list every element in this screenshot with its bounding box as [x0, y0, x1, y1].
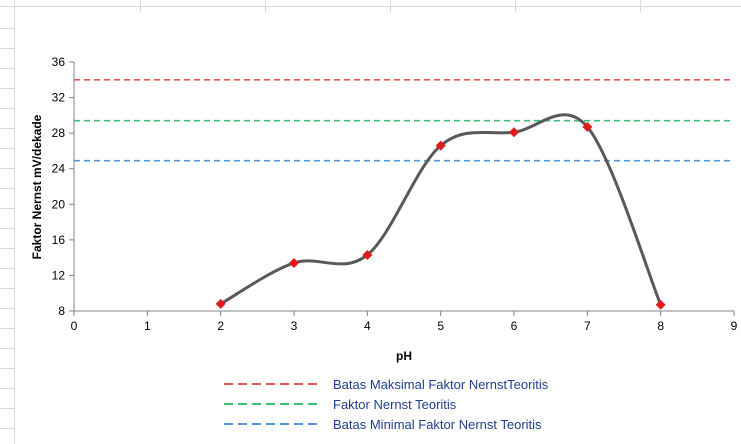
x-tick-label: 3 — [291, 319, 298, 333]
x-axis-title: pH — [396, 349, 412, 363]
x-tick-label: 2 — [217, 319, 224, 333]
y-tick-label: 28 — [52, 126, 66, 140]
y-tick-label: 12 — [52, 268, 66, 282]
y-tick-label: 24 — [52, 162, 66, 176]
y-tick-label: 32 — [52, 91, 66, 105]
data-point-marker — [435, 140, 446, 151]
x-tick-label: 5 — [437, 319, 444, 333]
y-tick-label: 36 — [52, 55, 66, 69]
data-point-marker — [509, 127, 519, 138]
x-tick-label: 8 — [657, 319, 664, 333]
chart-area — [17, 13, 741, 444]
y-tick-label: 16 — [52, 233, 66, 247]
data-point-marker — [215, 298, 226, 309]
legend-label: Batas Minimal Faktor Nernst Teoritis — [333, 417, 542, 432]
y-tick-label: 20 — [52, 197, 66, 211]
x-tick-label: 9 — [731, 319, 738, 333]
data-point-marker — [582, 121, 593, 132]
legend-label: Batas Maksimal Faktor NernstTeoritis — [333, 377, 549, 392]
data-point-marker — [655, 299, 666, 310]
data-point-marker — [289, 257, 299, 268]
legend: Batas Maksimal Faktor NernstTeoritis Fakt… — [224, 377, 549, 432]
data-point-marker — [362, 249, 373, 260]
x-tick-label: 1 — [144, 319, 151, 333]
y-axis-title: Faktor Nernst mV/dekade — [30, 114, 44, 259]
legend-label: Faktor Nernst Teoritis — [333, 397, 457, 412]
x-tick-label: 6 — [511, 319, 518, 333]
x-tick-label: 4 — [364, 319, 371, 333]
y-tick-label: 8 — [58, 304, 65, 318]
x-tick-label: 0 — [71, 319, 78, 333]
x-tick-label: 7 — [584, 319, 591, 333]
